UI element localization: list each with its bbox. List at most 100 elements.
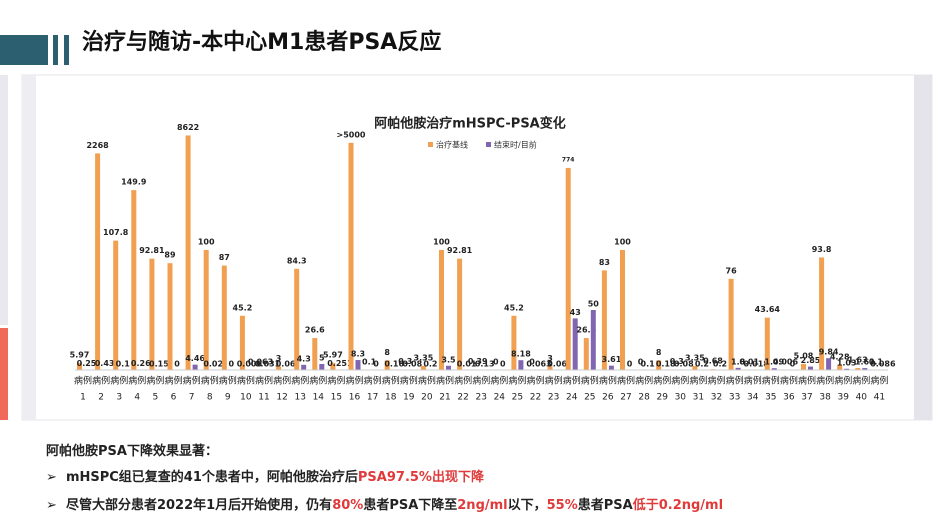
data-label: 0.06 — [547, 359, 567, 368]
data-label: 0 — [627, 360, 633, 369]
x-tick-label: 病例 — [671, 375, 689, 387]
bar — [312, 338, 318, 370]
x-tick-label: 病例 — [128, 375, 146, 387]
bullet-text: 2ng/ml — [457, 498, 508, 513]
data-label: 0 — [638, 358, 644, 367]
bar — [819, 257, 825, 370]
data-label: 45.2 — [504, 303, 524, 312]
data-label: 0.063 — [526, 359, 551, 368]
x-tick-label: 24 — [566, 393, 578, 403]
x-tick-label: 病例 — [526, 375, 544, 387]
bar — [692, 365, 698, 370]
data-label: 0.08 — [674, 359, 694, 368]
x-tick-label: 病例 — [255, 375, 273, 387]
bar — [862, 368, 868, 370]
x-tick-label: 21 — [439, 393, 450, 403]
data-label: 2.85 — [801, 356, 821, 365]
x-tick-label: 32 — [711, 393, 722, 403]
data-label: 5 — [319, 354, 325, 363]
bar — [511, 315, 517, 370]
data-label: 83 — [599, 258, 610, 267]
x-tick-label: 39 — [837, 393, 849, 403]
x-tick-label: 病例 — [689, 375, 707, 387]
title-block — [0, 35, 48, 65]
x-tick-label: 31 — [693, 393, 704, 403]
data-label: 774 — [562, 156, 575, 163]
x-tick-label: 病例 — [74, 375, 92, 387]
x-tick-label: 1 — [80, 393, 86, 403]
x-tick-label: 34 — [747, 393, 759, 403]
data-label: 1.61 — [855, 358, 875, 367]
data-label: 43.64 — [755, 305, 781, 314]
x-tick-label: 病例 — [237, 375, 255, 387]
bullet-text: 尽管大部分患者2022年1月后开始使用，仍有 — [65, 498, 333, 513]
data-label: 87 — [219, 253, 230, 262]
legend-swatch — [428, 142, 433, 147]
x-tick-label: 10 — [240, 393, 252, 403]
bar — [185, 135, 191, 370]
bar — [837, 364, 843, 370]
bullet: ➢ 尽管大部分患者2022年1月后开始使用，仍有80%患者PSA下降至2ng/m… — [46, 494, 723, 513]
data-label: 76 — [726, 266, 738, 275]
x-tick-label: 41 — [874, 393, 885, 403]
x-tick-label: 病例 — [617, 375, 635, 387]
bar — [808, 366, 813, 370]
bar — [844, 368, 850, 370]
x-tick-label: 病例 — [726, 375, 744, 387]
bar — [221, 265, 227, 370]
x-tick-label: 28 — [638, 393, 650, 403]
data-label: 0.18 — [656, 359, 676, 368]
data-label: 8.18 — [511, 350, 531, 359]
x-tick-label: 7 — [189, 393, 195, 403]
data-label: 9.84 — [819, 348, 839, 357]
bar — [572, 318, 578, 370]
legend-swatch — [486, 142, 491, 147]
data-label: 0.06 — [276, 359, 296, 368]
bar — [203, 250, 209, 370]
data-label: 0.006 — [773, 357, 799, 366]
x-tick-label: 36 — [783, 393, 795, 403]
data-label: 8 — [656, 348, 662, 357]
notes-heading: 阿帕他胺PSA下降效果显著： — [46, 444, 218, 459]
x-tick-label: 病例 — [201, 375, 219, 387]
bullet-marker: ➢ — [46, 470, 66, 485]
data-label: 3.35 — [685, 353, 705, 362]
data-label: 0.15 — [149, 359, 169, 368]
x-tick-label: 17 — [367, 393, 378, 403]
x-tick-label: 13 — [294, 393, 305, 403]
bar — [439, 250, 444, 370]
data-label: 0.1 — [362, 357, 377, 366]
data-label: 0.01 — [457, 359, 477, 368]
x-tick-label: 病例 — [780, 375, 798, 387]
data-label: 0.1 — [116, 359, 131, 368]
data-label: 0 — [493, 358, 499, 367]
data-label: 0.006 — [237, 359, 263, 368]
bar — [131, 190, 137, 370]
side-accent — [0, 328, 8, 420]
data-label: 0.086 — [870, 359, 896, 368]
bar — [457, 258, 463, 370]
data-label: 8 — [384, 348, 390, 357]
data-label: 5.97 — [323, 350, 343, 359]
bar — [547, 366, 553, 370]
frame-strip — [22, 75, 36, 420]
data-label: 0.018 — [744, 359, 770, 368]
bullet-marker: ➢ — [46, 498, 66, 513]
bar — [565, 167, 571, 370]
bullet-text: 患者PSA下降至 — [363, 498, 458, 513]
data-label: 50 — [588, 300, 600, 309]
data-label: 0.2 — [713, 359, 727, 368]
x-tick-label: 27 — [620, 393, 631, 403]
data-label: 0.13 — [475, 359, 495, 368]
data-label: 149.9 — [121, 178, 147, 187]
x-tick-label: 病例 — [490, 375, 508, 387]
bar — [113, 240, 119, 370]
bullet-text: 患者PSA — [577, 498, 633, 513]
x-tick-label: 6 — [171, 393, 177, 403]
x-tick-label: 病例 — [472, 375, 490, 387]
data-label: 26.6 — [305, 326, 325, 335]
x-tick-label: 24 — [494, 393, 506, 403]
x-tick-label: 病例 — [744, 375, 762, 387]
